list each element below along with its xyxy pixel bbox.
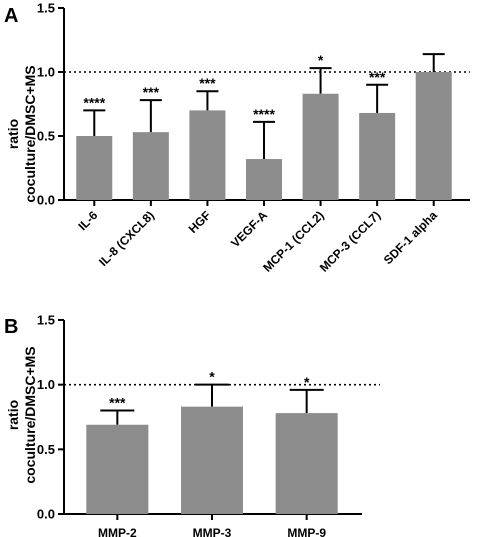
panel-a-bar <box>359 112 396 200</box>
panel-a-y-tick-label: 0.0 <box>37 193 55 208</box>
panel-a-significance-label: *** <box>369 69 386 85</box>
panel-a-bar <box>415 72 452 200</box>
panel-a-plot: 0.00.51.01.5IL-6****IL-8 (CXCL8)***HGF**… <box>37 1 470 275</box>
panel-a-ylabel: ratio coculture/DMSC+MS <box>5 65 38 202</box>
panel-b-significance-label: * <box>209 369 215 385</box>
panel-a-bar <box>246 159 282 200</box>
panel-a: A ratio coculture/DMSC+MS 0.0 0.5 1.0 1.5 IL… <box>4 1 470 275</box>
panel-a-bar <box>302 93 339 200</box>
panel-a-y-tick-label: 1.5 <box>37 1 55 16</box>
panel-b-bar <box>275 413 338 514</box>
panel-a-letter: A <box>4 5 18 27</box>
panel-a-y-tick-label: 0.5 <box>37 129 55 144</box>
panel-a-significance-label: **** <box>253 106 275 122</box>
panel-b-significance-label: * <box>304 374 310 390</box>
panel-b-significance-label: *** <box>109 395 126 411</box>
panel-b-bar <box>181 406 243 514</box>
panel-b-plot: 0.0 0.5 1.0 1.5 MMP-2 *** MMP-3 * MMP-9 * <box>37 313 380 537</box>
panel-b-y-tick-label: 0.5 <box>37 442 55 457</box>
panel-b-letter: B <box>4 316 18 338</box>
panel-a-bar <box>132 132 169 200</box>
panel-a-ylabel-line2: coculture/DMSC+MS <box>22 65 38 202</box>
panel-a-significance-label: *** <box>199 75 216 91</box>
panel-a-category-label: VEGF-A <box>228 208 270 250</box>
panel-a-category-label: IL-6 <box>75 208 100 233</box>
panel-a-y-tick-label: 1.0 <box>37 65 55 80</box>
panel-a-bar <box>76 136 113 200</box>
panel-b: B ratio coculture/DMSC+MS 0.0 0.5 1.0 1.5 MM… <box>4 313 380 537</box>
panel-a-bar <box>189 110 226 200</box>
panel-a-significance-label: **** <box>83 94 105 110</box>
panel-a-category-label: HGF <box>186 208 214 236</box>
panel-b-category-label: MMP-2 <box>98 526 137 537</box>
panel-a-ylabel-line1: ratio <box>5 119 21 149</box>
panel-a-category-label: MCP-3 (CCL7) <box>317 208 383 274</box>
panel-b-category-label: MMP-3 <box>193 526 232 537</box>
panel-b-y-tick-label: 1.0 <box>37 377 55 392</box>
panel-b-category-label: MMP-9 <box>287 526 326 537</box>
panel-a-significance-label: * <box>318 52 324 68</box>
panel-b-bar <box>86 424 149 514</box>
panel-a-category-label: SDF-1 alpha <box>381 208 440 267</box>
panel-b-y-tick-label: 1.5 <box>37 313 55 328</box>
panel-a-significance-label: *** <box>143 84 160 100</box>
panel-b-ylabel-line2: coculture/DMSC+MS <box>22 346 38 483</box>
panel-b-ylabel: ratio coculture/DMSC+MS <box>5 346 38 483</box>
panel-b-y-tick-label: 0.0 <box>37 507 55 522</box>
panel-a-category-label: IL-8 (CXCL8) <box>96 208 157 269</box>
panel-b-ylabel-line1: ratio <box>5 400 21 430</box>
